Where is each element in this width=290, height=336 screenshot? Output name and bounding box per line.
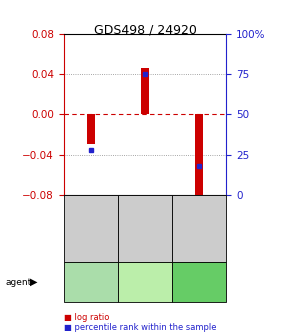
- Text: IL4: IL4: [192, 277, 206, 287]
- Bar: [141, 68, 149, 114]
- Text: GDS498 / 24920: GDS498 / 24920: [94, 24, 196, 37]
- Text: TNFa: TNFa: [133, 277, 157, 287]
- Text: GSM8749: GSM8749: [86, 208, 95, 249]
- Text: ■ log ratio: ■ log ratio: [64, 313, 109, 322]
- Text: agent: agent: [6, 278, 32, 287]
- Text: GSM8754: GSM8754: [140, 208, 150, 249]
- Bar: [195, 114, 203, 197]
- Text: IFNg: IFNg: [80, 277, 102, 287]
- Text: GSM8759: GSM8759: [195, 208, 204, 249]
- Text: ■ percentile rank within the sample: ■ percentile rank within the sample: [64, 323, 216, 332]
- Text: ▶: ▶: [30, 277, 37, 287]
- Bar: [87, 114, 95, 144]
